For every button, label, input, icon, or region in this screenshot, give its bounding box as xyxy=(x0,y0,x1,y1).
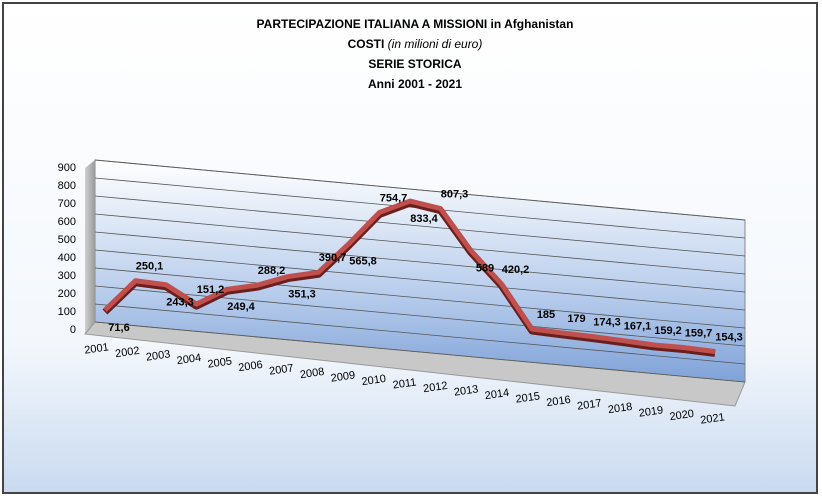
x-tick-label: 2008 xyxy=(299,366,325,381)
x-tick-label: 2002 xyxy=(114,345,140,360)
y-tick-label: 800 xyxy=(58,180,76,192)
y-tick-label: 700 xyxy=(58,198,76,210)
data-label: 833,4 xyxy=(410,213,438,225)
x-tick-label: 2011 xyxy=(392,376,417,391)
grid-line xyxy=(94,303,746,365)
data-line xyxy=(103,198,716,354)
x-tick-label: 2007 xyxy=(268,362,294,377)
data-label: 589 xyxy=(476,263,494,275)
data-label: 288,2 xyxy=(258,265,286,277)
x-tick-label: 2006 xyxy=(238,359,264,374)
data-label: 159,2 xyxy=(654,325,682,337)
grid-line xyxy=(94,249,746,311)
data-label: 420,2 xyxy=(502,264,530,276)
chart-title: PARTECIPAZIONE ITALIANA A MISSIONI in Af… xyxy=(257,17,574,31)
subtitle-part: COSTI xyxy=(348,37,385,51)
data-label: 250,1 xyxy=(136,261,164,273)
data-label: 249,4 xyxy=(227,301,255,313)
grid-line xyxy=(94,321,746,383)
x-tick-label: 2012 xyxy=(422,380,448,395)
x-tick-label: 2018 xyxy=(607,401,633,416)
data-label: 243,3 xyxy=(166,297,194,309)
x-tick-label: 2021 xyxy=(700,411,726,426)
x-tick-label: 2017 xyxy=(576,397,602,412)
grid-line xyxy=(94,195,746,257)
data-label: 390,7 xyxy=(319,252,347,264)
data-label: 179 xyxy=(567,313,585,325)
y-tick-label: 400 xyxy=(58,252,76,264)
data-label: 174,3 xyxy=(593,317,621,329)
x-tick-label: 2004 xyxy=(176,352,202,367)
y-tick-label: 300 xyxy=(58,270,76,282)
chart-subtitle: SERIE STORICA xyxy=(368,57,461,71)
data-label: 565,8 xyxy=(349,256,377,268)
data-label: 151,2 xyxy=(197,284,225,296)
y-tick-label: 0 xyxy=(70,324,76,336)
data-label: 185 xyxy=(537,309,555,321)
grid-line xyxy=(94,159,746,221)
subtitle-part: (in milioni di euro) xyxy=(388,37,483,51)
plot-area: 0 100 200 300 400 500 600 700 800 900 2001 71,6 2002… xyxy=(58,159,746,427)
data-label: 154,3 xyxy=(715,331,743,343)
data-label: 351,3 xyxy=(288,288,316,300)
x-tick-label: 2010 xyxy=(361,373,387,388)
y-tick-label: 100 xyxy=(58,306,76,318)
side-wall xyxy=(85,160,95,334)
y-tick-label: 900 xyxy=(58,162,76,174)
x-tick-label: 2016 xyxy=(546,394,572,409)
x-tick-label: 2009 xyxy=(330,369,356,384)
x-tick-label: 2001 xyxy=(84,341,110,356)
x-tick-label: 2003 xyxy=(145,348,171,363)
x-tick-label: 2013 xyxy=(453,383,479,398)
x-tick-label: 2014 xyxy=(484,387,510,402)
data-label: 754,7 xyxy=(380,192,408,204)
y-tick-label: 500 xyxy=(58,234,76,246)
grid-line xyxy=(94,285,746,347)
x-tick-label: 2020 xyxy=(669,408,695,423)
grid-line xyxy=(94,213,746,275)
y-tick-label: 200 xyxy=(58,288,76,300)
data-label: 167,1 xyxy=(624,321,652,333)
chart-subtitle: Anni 2001 - 2021 xyxy=(368,77,462,91)
grid-line xyxy=(94,267,746,329)
data-label: 159,7 xyxy=(685,328,713,340)
chart-subtitle: COSTI (in milioni di euro) xyxy=(348,37,483,51)
x-tick-label: 2005 xyxy=(207,355,233,370)
y-tick-label: 600 xyxy=(58,216,76,228)
x-tick-label: 2015 xyxy=(515,390,541,405)
data-label: 807,3 xyxy=(441,188,469,200)
data-label: 71,6 xyxy=(108,322,129,334)
x-tick-label: 2019 xyxy=(638,404,664,419)
grid-line xyxy=(94,231,746,293)
